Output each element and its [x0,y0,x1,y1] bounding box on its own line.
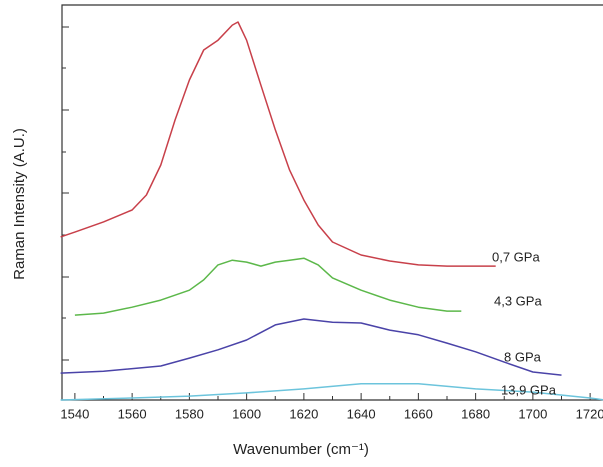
series-label: 13,9 GPa [501,382,557,397]
series-label: 0,7 GPa [492,249,540,264]
x-tick-label: 1640 [347,406,376,421]
x-tick-label: 1580 [175,406,204,421]
x-tick-label: 1560 [118,406,147,421]
series-line [74,257,462,316]
plot-frame [61,4,603,401]
series-line [60,318,562,376]
x-axis-label: Wavenumber (cm⁻¹) [233,441,369,458]
series-label: 8 GPa [504,349,542,364]
series-line [60,21,496,267]
x-tick-label: 1660 [404,406,433,421]
x-tick-label: 1600 [232,406,261,421]
series-line [60,383,603,401]
x-tick-label: 1720 [576,406,603,421]
x-tick-label: 1700 [518,406,547,421]
series-label: 4,3 GPa [494,293,542,308]
x-tick-label: 1540 [60,406,89,421]
y-axis-label: Raman Intensity (A.U.) [11,128,28,280]
x-tick-label: 1620 [289,406,318,421]
x-tick-label: 1680 [461,406,490,421]
